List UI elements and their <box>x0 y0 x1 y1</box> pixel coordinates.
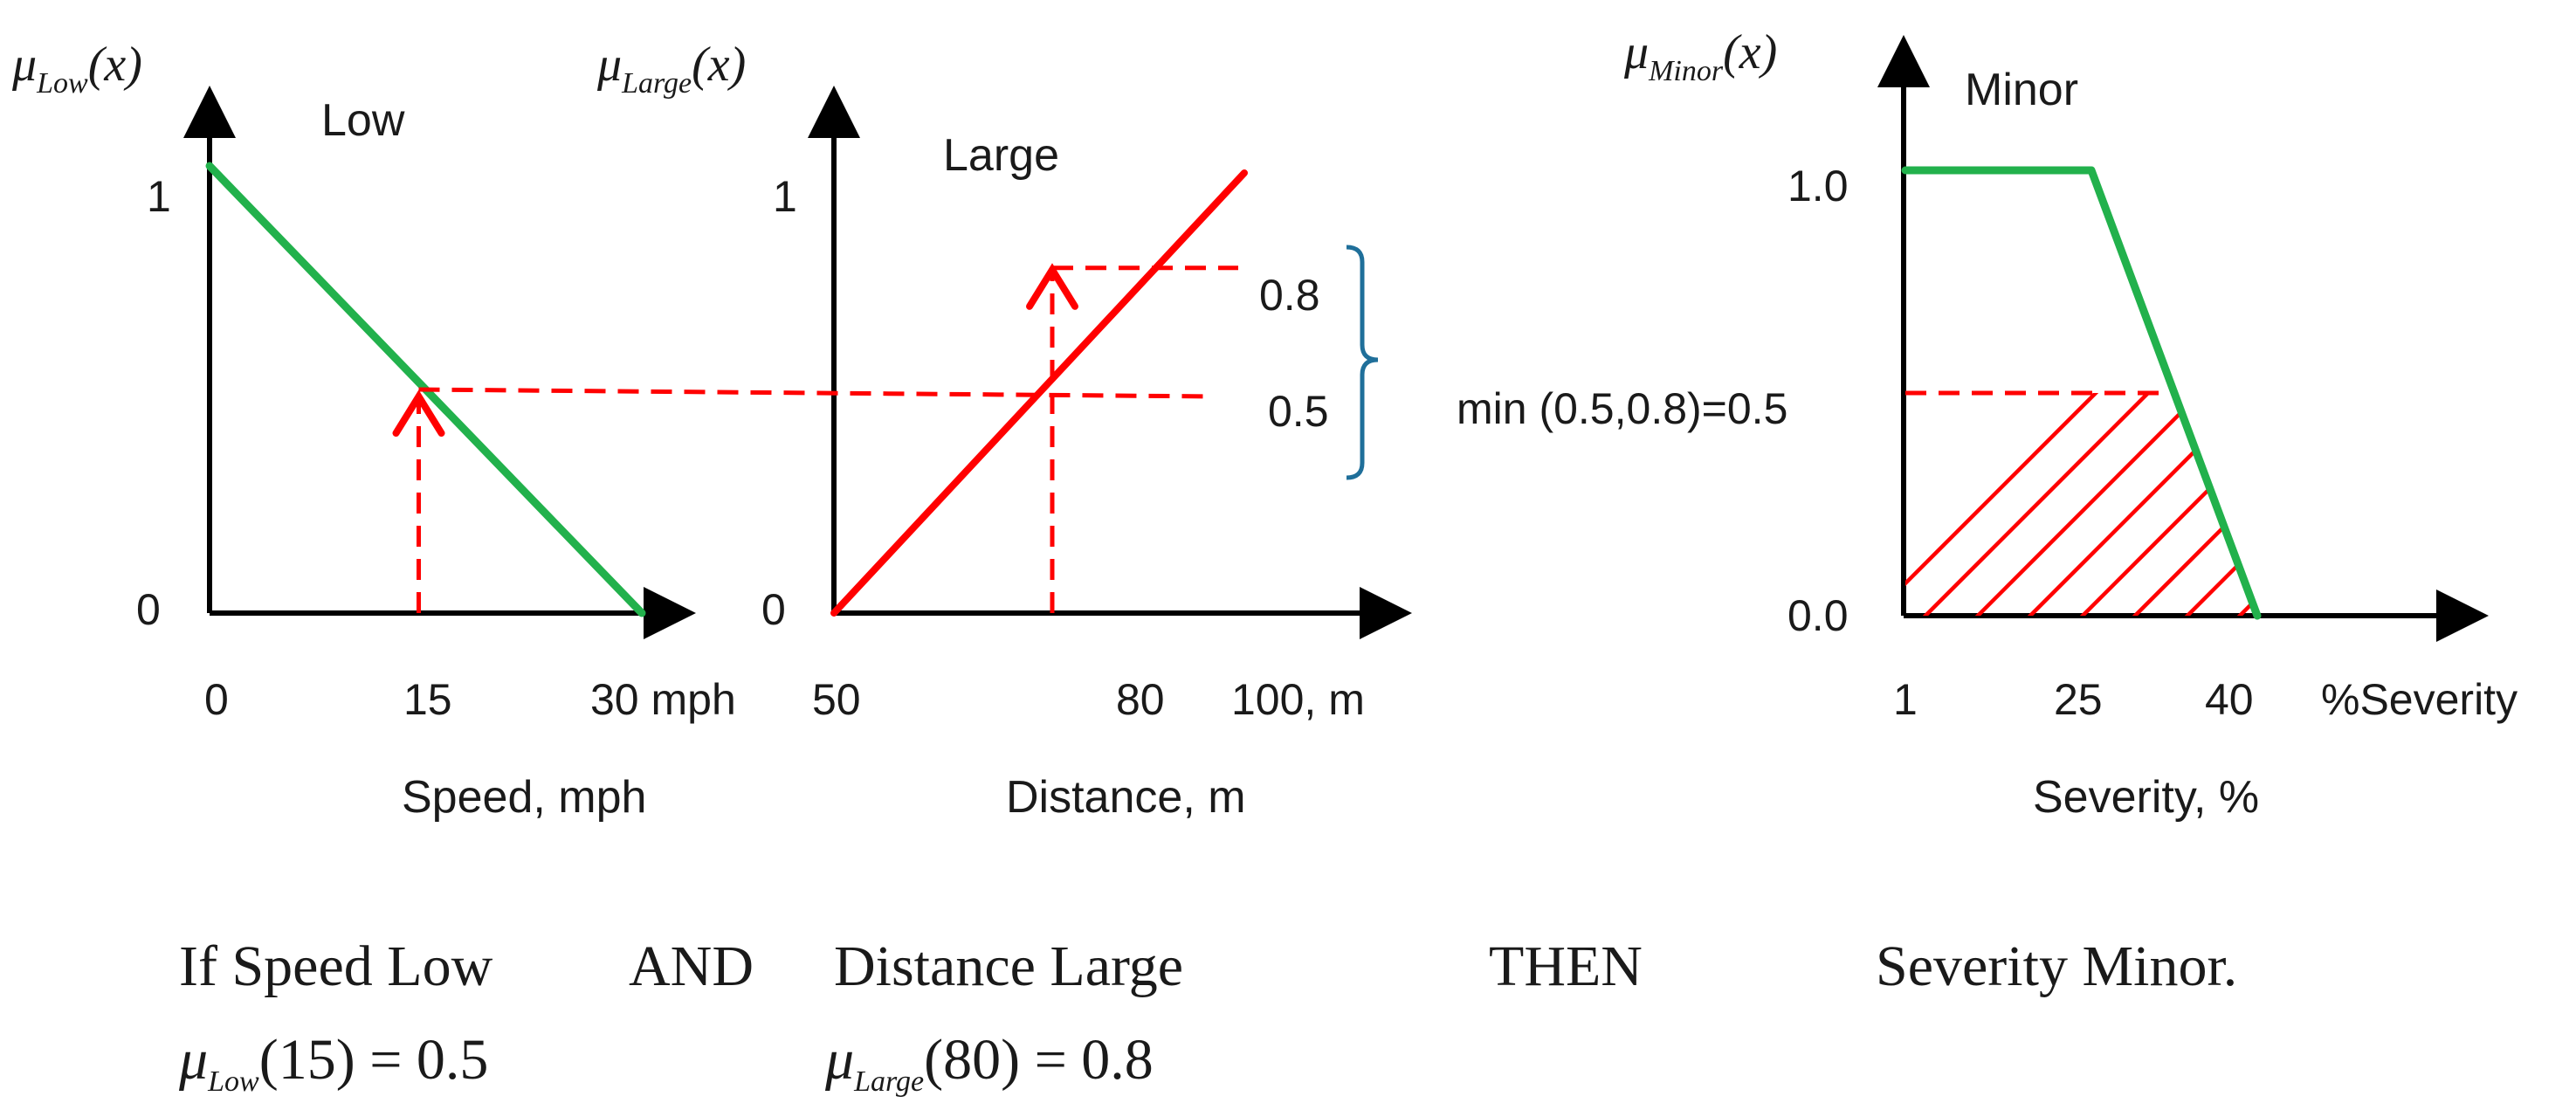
cut-05-dash-line <box>418 387 1215 399</box>
panel-large: μLarge(x) Large 1 0 50 80 100, m Distanc… <box>596 38 1412 823</box>
low-x-tick-30: 30 mph <box>590 675 736 724</box>
minor-set-label: Minor <box>1965 65 2078 115</box>
hatch-line <box>2279 367 2541 629</box>
low-x-axis-title: Speed, mph <box>402 772 646 823</box>
hatch-line <box>2384 367 2576 629</box>
large-x-tick-50: 50 <box>812 675 861 724</box>
rule-then: THEN <box>1489 934 1643 998</box>
hatch-line <box>2120 393 2257 616</box>
low-eval-arrowhead <box>392 390 445 437</box>
low-set-label: Low <box>321 95 405 146</box>
hatch-line <box>2015 393 2257 616</box>
rule-and: AND <box>629 934 754 998</box>
panel-low: μLow(x) Low 1 0 0 15 30 mph Speed, mph <box>11 38 736 823</box>
hatch-line <box>2068 393 2257 616</box>
panel-minor: μMinor(x) Minor 1.0 min (0.5,0.8)=0.5 0.… <box>1457 25 2576 823</box>
hatch-line <box>2331 367 2576 629</box>
low-mu-label: μLow(x) <box>11 38 142 100</box>
rule-if-speed-low: If Speed Low <box>179 934 493 998</box>
low-y-tick-1: 1 <box>147 172 171 221</box>
large-membership-line <box>830 169 1248 617</box>
hatch-line <box>1963 393 2228 616</box>
minor-membership-line <box>1901 166 2262 620</box>
minor-x-tick-25: 25 <box>2054 675 2103 724</box>
hatch-line <box>2173 393 2257 616</box>
large-x-tick-80: 80 <box>1116 675 1165 724</box>
rule-mu-large-eval: μLarge(80) = 0.8 <box>824 1028 1154 1098</box>
level-label-08: 0.8 <box>1259 271 1320 320</box>
hatch-line <box>2436 367 2576 629</box>
minor-x-axis-title: Severity, % <box>2033 772 2259 823</box>
hatch-line <box>1911 393 2176 616</box>
large-x-axis-title: Distance, m <box>1006 772 1246 823</box>
minor-x-axis-unit: %Severity <box>2321 675 2517 724</box>
low-x-tick-0: 0 <box>204 675 229 724</box>
rule-distance-large: Distance Large <box>834 934 1183 998</box>
level-label-05: 0.5 <box>1268 387 1329 436</box>
low-y-tick-0: 0 <box>136 585 161 634</box>
minor-mu-label: μMinor(x) <box>1623 25 1777 87</box>
minor-clipped-area-hatch <box>1905 367 2576 629</box>
minor-x-tick-40: 40 <box>2205 675 2254 724</box>
minor-y-tick-00: 0.0 <box>1787 591 1849 640</box>
large-mu-label: μLarge(x) <box>596 38 746 100</box>
rule-mu-low-eval: μLow(15) = 0.5 <box>178 1028 488 1098</box>
minor-y-tick-10: 1.0 <box>1787 162 1849 210</box>
level-brace <box>1346 245 1379 480</box>
minor-y-tick-min: min (0.5,0.8)=0.5 <box>1457 384 1787 433</box>
large-y-tick-0: 0 <box>761 585 786 634</box>
low-x-tick-15: 15 <box>403 675 452 724</box>
rule-text: If Speed Low AND Distance Large THEN Sev… <box>178 934 2237 1098</box>
large-set-label: Large <box>943 130 1059 181</box>
hatch-line <box>1905 393 2124 616</box>
minor-x-tick-1: 1 <box>1893 675 1918 724</box>
large-x-tick-100: 100, m <box>1231 675 1365 724</box>
large-y-tick-1: 1 <box>773 172 797 221</box>
hatch-line <box>2225 393 2257 616</box>
rule-severity-minor: Severity Minor. <box>1876 934 2237 998</box>
